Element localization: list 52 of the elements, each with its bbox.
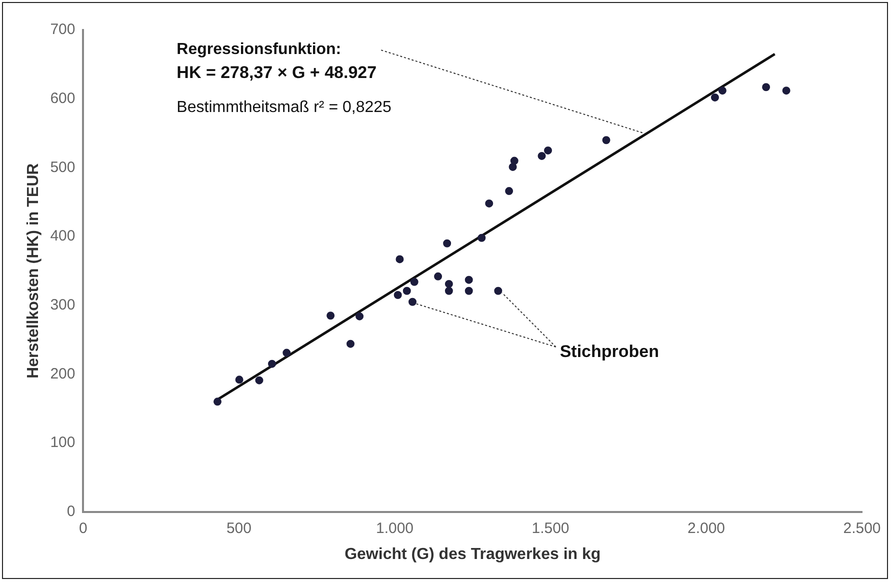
point — [478, 234, 486, 242]
x-tick-label: 2.500 — [843, 520, 881, 537]
x-tick-label: 500 — [226, 520, 252, 537]
point — [402, 286, 411, 295]
point — [602, 136, 610, 144]
y-tick-label: 0 — [66, 502, 76, 520]
annotation: HK = 278,37 × G + 48.927 — [176, 63, 377, 82]
point — [394, 290, 402, 299]
y-tick-label: 300 — [50, 296, 76, 314]
point — [505, 187, 514, 196]
point — [213, 398, 222, 406]
y-tick-label: 600 — [50, 90, 76, 107]
y-tick-label: 100 — [50, 434, 76, 452]
point — [443, 239, 452, 248]
point — [444, 286, 453, 295]
x-tick-label: 1.500 — [532, 520, 570, 537]
point — [544, 146, 552, 154]
point — [282, 348, 291, 357]
point — [538, 152, 546, 160]
annotation: Stichproben — [560, 342, 660, 361]
point — [494, 286, 502, 295]
y-tick-label: 200 — [50, 365, 76, 382]
point — [326, 312, 335, 320]
point — [782, 86, 790, 95]
point — [410, 278, 418, 286]
point — [762, 83, 770, 92]
x-tick-label: 1.000 — [376, 520, 414, 537]
point — [434, 272, 442, 280]
y-axis-title: Herstellkosten (HK) in TEUR — [25, 162, 42, 378]
point — [485, 199, 494, 208]
point — [235, 376, 244, 384]
y-tick-label: 700 — [50, 21, 76, 38]
point — [255, 376, 264, 384]
point — [408, 298, 416, 306]
x-tick-label: 0 — [79, 520, 88, 537]
point — [510, 156, 518, 165]
point — [444, 280, 453, 288]
annotation: Regressionsfunktion: — [176, 41, 342, 58]
point — [346, 340, 354, 348]
point — [718, 86, 726, 95]
point — [710, 93, 719, 102]
annotation: Bestimmtheitsmaß r² = 0,8225 — [176, 98, 392, 116]
point — [268, 360, 276, 368]
x-tick-label: 2.000 — [687, 520, 726, 537]
y-tick-label: 400 — [50, 228, 76, 245]
point — [464, 276, 473, 284]
x-axis-title: Gewicht (G) des Tragwerkes in kg — [344, 546, 601, 563]
point — [356, 312, 364, 320]
point — [508, 162, 517, 171]
y-tick-label: 500 — [50, 158, 76, 176]
point — [396, 255, 404, 264]
point — [464, 286, 473, 295]
